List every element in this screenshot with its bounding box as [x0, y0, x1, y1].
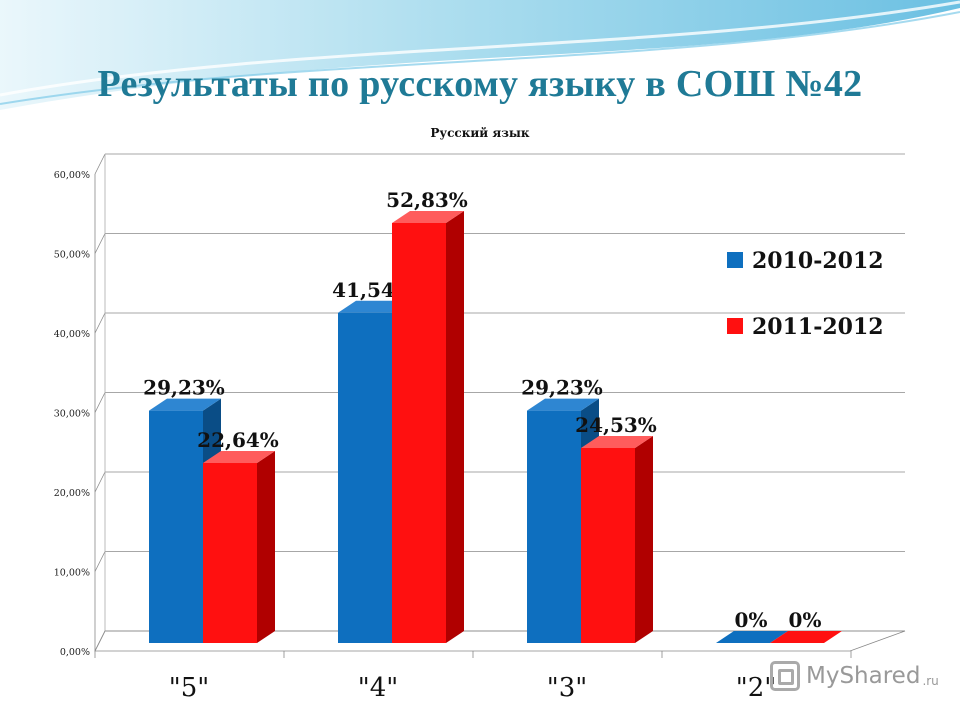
bar-2010-2012-0: [149, 410, 203, 643]
data-label: 0%: [735, 608, 768, 632]
grid-line: [94, 153, 106, 175]
chart-floor: [94, 630, 906, 652]
data-label: 29,23%: [521, 376, 603, 400]
x-tick-label: "2": [736, 673, 776, 703]
data-label: 52,83%: [386, 188, 468, 212]
data-label: 24,53%: [575, 413, 657, 437]
slide-title: Результаты по русскому языку в СОШ №42: [97, 63, 863, 105]
y-tick-label: 20,00%: [54, 488, 90, 499]
x-tick-label: "4": [358, 673, 398, 703]
bar-top-2011-2012-1: [392, 211, 464, 224]
y-tick-label: 50,00%: [54, 250, 90, 261]
legend-label: 2010-2012: [752, 248, 884, 274]
chart-title: Русский язык: [430, 126, 530, 140]
bar-top-2011-2012-2: [581, 435, 653, 448]
legend-label: 2011-2012: [752, 314, 884, 340]
grid-line: [94, 233, 106, 254]
y-tick-label: 40,00%: [54, 329, 90, 340]
bar-side-2011-2012-2: [635, 435, 653, 643]
data-label: 0%: [789, 608, 822, 632]
logo-icon: [770, 661, 800, 691]
legend-swatch: [727, 252, 743, 268]
data-label: 22,64%: [197, 428, 279, 452]
y-tick-label: 0,00%: [60, 647, 90, 658]
y-tick-label: 10,00%: [54, 568, 90, 579]
logo-suffix: .ru: [922, 674, 939, 688]
y-tick-label: 60,00%: [54, 170, 90, 181]
bar-flat-2011-2012-3: [770, 631, 842, 643]
bar-top-2011-2012-0: [203, 451, 275, 464]
bar-2010-2012-2: [527, 410, 581, 643]
bar-flat-2010-2012-3: [716, 631, 788, 643]
x-tick-label: "3": [547, 673, 587, 703]
bar-top-2010-2012-2: [527, 398, 599, 411]
bar-2010-2012-1: [338, 312, 392, 643]
bar-2011-2012-0: [203, 463, 257, 643]
y-tick-label: 30,00%: [54, 409, 90, 420]
bar-2011-2012-1: [392, 223, 446, 643]
x-tick-label: "5": [169, 673, 209, 703]
myshared-logo: MyShared .ru: [770, 656, 939, 696]
grid-line: [94, 312, 106, 334]
grid-line: [94, 392, 106, 413]
header-wave: [0, 0, 960, 110]
grid-line: [94, 471, 106, 493]
data-label: 29,23%: [143, 376, 225, 400]
logo-text: MyShared: [806, 663, 921, 689]
header-wave-line: [0, 0, 960, 97]
bar-top-2010-2012-0: [149, 398, 221, 411]
legend-swatch: [727, 318, 743, 334]
header-wave-line: [0, 11, 960, 105]
bar-side-2011-2012-0: [257, 451, 275, 643]
bar-2011-2012-2: [581, 447, 635, 643]
bar-side-2011-2012-1: [446, 211, 464, 643]
grid-line: [94, 551, 106, 572]
